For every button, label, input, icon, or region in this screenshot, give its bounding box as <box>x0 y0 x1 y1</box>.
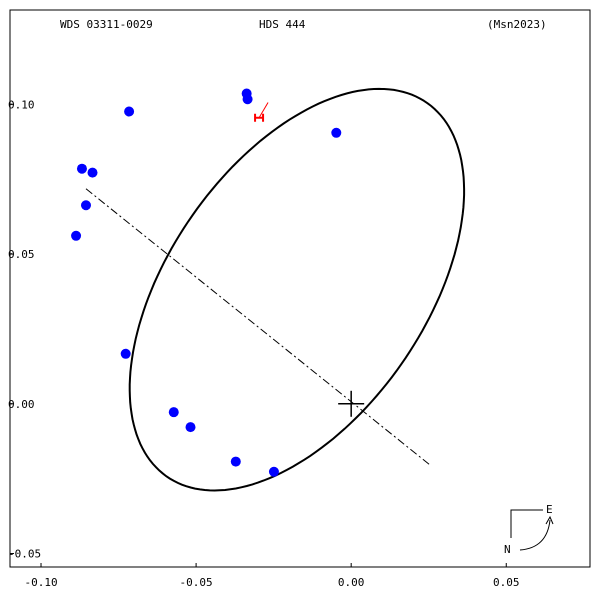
observation-point <box>76 163 87 174</box>
observations-layer <box>71 88 342 477</box>
observation-point <box>120 348 131 359</box>
observation-point <box>331 127 342 138</box>
compass-north-label: N <box>504 543 511 556</box>
orbit-ellipse <box>128 87 466 492</box>
x-tick-label: -0.05 <box>180 576 213 589</box>
observation-point <box>168 407 179 418</box>
plot-border <box>9 9 591 568</box>
compass-frame <box>510 509 543 538</box>
x-tick-label: -0.10 <box>24 576 57 589</box>
compass: E N <box>504 503 554 556</box>
y-tick-label: -0.05 <box>8 548 41 561</box>
observation-point <box>242 94 253 105</box>
predicted-position-marker <box>254 113 265 122</box>
y-tick-label: 0.05 <box>8 248 35 261</box>
observation-point <box>124 106 135 117</box>
header-orbit-reference: (Msn2023) <box>487 18 547 31</box>
y-tick-label: 0.10 <box>8 98 35 111</box>
tick-labels: -0.10 -0.05 0.00 0.05 0.10 0.05 0.00 -0.05 <box>8 98 520 589</box>
y-tick-label: 0.00 <box>8 398 35 411</box>
x-tick-label: 0.05 <box>493 576 520 589</box>
observation-point <box>87 167 98 178</box>
header-wds-id: WDS 03311-0029 <box>60 18 153 31</box>
line-of-nodes <box>85 188 431 466</box>
header-star-name: HDS 444 <box>259 18 306 31</box>
orbit-layer <box>85 87 466 492</box>
observation-point <box>268 466 279 477</box>
observation-point <box>230 456 241 467</box>
residual-line <box>258 102 269 119</box>
compass-east-label: E <box>546 503 553 516</box>
compass-arrowhead <box>545 515 554 525</box>
observation-point <box>80 200 91 211</box>
compass-arrow <box>519 519 551 551</box>
x-tick-label: 0.00 <box>338 576 365 589</box>
observation-point <box>185 422 196 433</box>
observation-point <box>71 230 82 241</box>
plot-frame <box>9 9 591 568</box>
